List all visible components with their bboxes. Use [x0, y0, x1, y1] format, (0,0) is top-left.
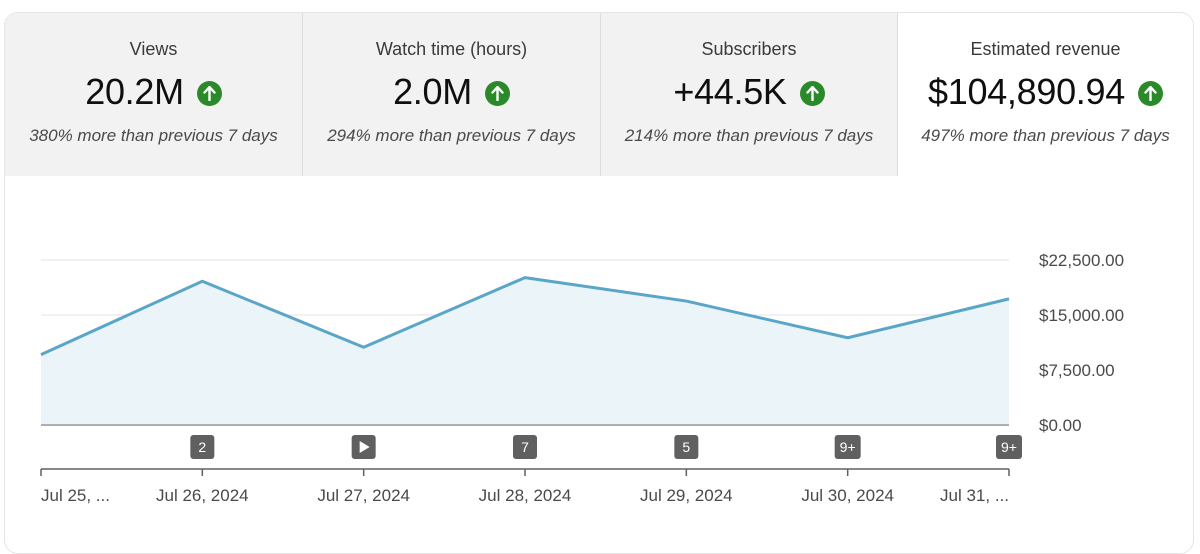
- x-tick-label: Jul 25, ...: [41, 486, 110, 505]
- event-marker[interactable]: 9+: [996, 435, 1022, 459]
- tab-label: Subscribers: [701, 39, 797, 59]
- x-tick-label: Jul 26, 2024: [156, 486, 249, 505]
- marker-box: [674, 435, 699, 459]
- tab-views[interactable]: Views 20.2M 380% more than previous 7 da…: [5, 13, 303, 176]
- arrow-up-icon: [196, 80, 222, 106]
- y-tick-label: $7,500.00: [1039, 361, 1115, 380]
- tab-label: Watch time (hours): [375, 39, 528, 59]
- marker-label: 2: [198, 439, 206, 455]
- marker-box: [834, 435, 861, 459]
- video-marker[interactable]: [351, 435, 376, 459]
- marker-box: [996, 435, 1022, 459]
- series-line: [40, 276, 1010, 356]
- x-tick-label: Jul 30, 2024: [801, 486, 894, 505]
- metric-tabs: Views 20.2M 380% more than previous 7 da…: [5, 13, 1193, 176]
- arrow-up-icon: [1137, 80, 1163, 106]
- tab-change: 294% more than previous 7 days: [327, 126, 576, 145]
- x-tick-label: Jul 29, 2024: [640, 486, 733, 505]
- marker-label: 9+: [1001, 439, 1017, 455]
- arrow-up-icon: [799, 80, 825, 106]
- x-tick-label: Jul 27, 2024: [317, 486, 410, 505]
- arrow-up-icon: [484, 80, 510, 106]
- tab-value: $104,890.94: [928, 71, 1125, 112]
- tab-label: Views: [129, 39, 178, 59]
- tab-value: 20.2M: [85, 71, 184, 112]
- marker-label: 9+: [840, 439, 856, 455]
- event-marker[interactable]: 5: [674, 435, 699, 459]
- tab-change: 214% more than previous 7 days: [624, 126, 874, 145]
- x-tick-label: Jul 28, 2024: [479, 486, 572, 505]
- tab-value: +44.5K: [673, 71, 787, 112]
- tab-subscribers[interactable]: Subscribers +44.5K 214% more than previo…: [601, 13, 898, 176]
- y-tick-label: $15,000.00: [1039, 306, 1124, 325]
- marker-box: [513, 435, 537, 459]
- tab-value: 2.0M: [393, 71, 472, 112]
- marker-box: [190, 435, 215, 459]
- y-tick-label: $0.00: [1039, 416, 1082, 435]
- event-marker[interactable]: 7: [513, 435, 537, 459]
- tab-label: Estimated revenue: [970, 39, 1121, 59]
- analytics-card: Views 20.2M 380% more than previous 7 da…: [4, 12, 1194, 554]
- tab-change: 497% more than previous 7 days: [921, 126, 1170, 145]
- x-tick-label: Jul 31, ...: [940, 486, 1009, 505]
- series-area: [41, 277, 1009, 425]
- marker-label: 7: [521, 439, 529, 455]
- event-marker[interactable]: 9+: [834, 435, 861, 459]
- tab-change: 380% more than previous 7 days: [29, 126, 278, 145]
- tab-watch-time[interactable]: Watch time (hours) 2.0M 294% more than p…: [303, 13, 601, 176]
- event-marker[interactable]: 2: [190, 435, 215, 459]
- marker-label: 5: [682, 439, 690, 455]
- revenue-chart: $0.00 $7,500.00 $15,000.00 $22,500.00 Jul 25…: [40, 251, 1124, 505]
- tab-estimated-revenue[interactable]: Estimated revenue $104,890.94 497% more …: [898, 13, 1193, 176]
- play-icon: [359, 441, 370, 453]
- y-tick-label: $22,500.00: [1039, 251, 1124, 270]
